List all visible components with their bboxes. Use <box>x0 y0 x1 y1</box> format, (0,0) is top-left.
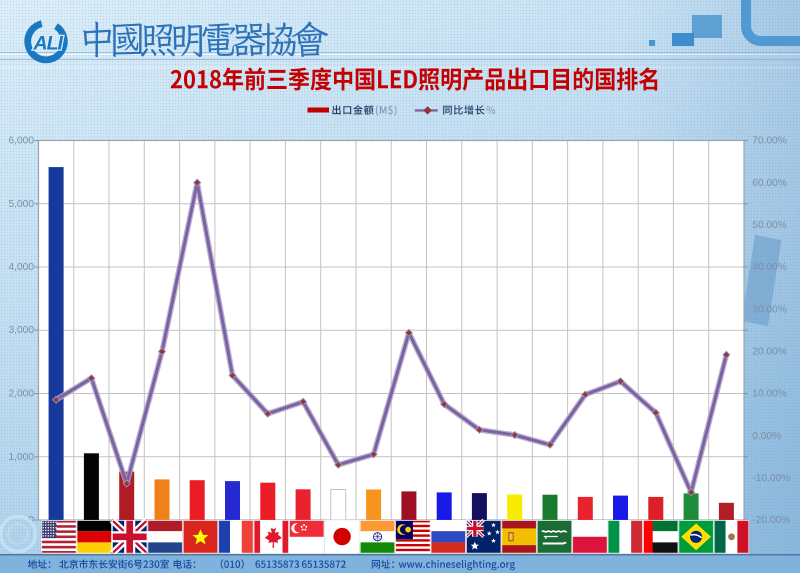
svg-text:1,000: 1,000 <box>9 452 35 463</box>
svg-text:50.00%: 50.00% <box>752 220 787 231</box>
svg-text:20.00%: 20.00% <box>752 347 787 358</box>
svg-text:3,000: 3,000 <box>9 325 35 336</box>
svg-text:4,000: 4,000 <box>9 262 35 273</box>
svg-text:60.00%: 60.00% <box>752 178 787 189</box>
svg-text:40.00%: 40.00% <box>752 262 787 273</box>
svg-text:10.00%: 10.00% <box>752 389 787 400</box>
svg-text:0.00%: 0.00% <box>752 431 781 442</box>
svg-text:5,000: 5,000 <box>9 199 35 210</box>
svg-text:2,000: 2,000 <box>9 389 35 400</box>
svg-text:6,000: 6,000 <box>9 136 35 147</box>
svg-text:ALI: ALI <box>33 33 64 55</box>
svg-text:30.00%: 30.00% <box>752 304 787 315</box>
svg-text:70.00%: 70.00% <box>752 136 787 147</box>
svg-text:-20.00%: -20.00% <box>752 515 790 526</box>
svg-text:-10.00%: -10.00% <box>752 473 790 484</box>
